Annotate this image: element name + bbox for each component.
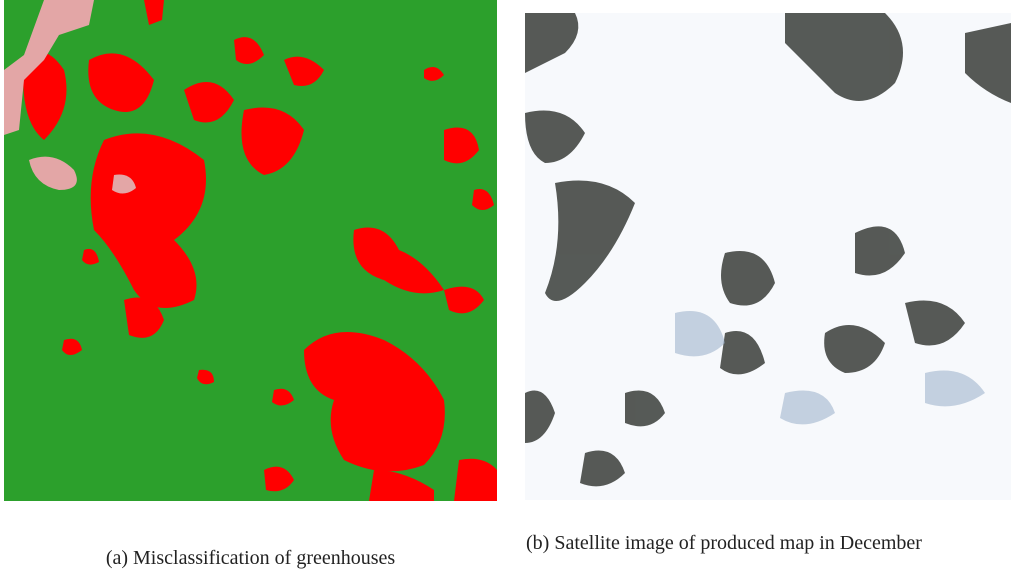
caption-text: Misclassification of greenhouses [133,547,395,569]
caption-label: (b) [526,532,549,554]
caption: (a) Misclassification of greenhouses [4,542,497,574]
caption: (b) Satellite image of produced map in D… [526,527,1011,559]
satellite-image [525,13,1011,500]
classification-map [4,0,497,501]
caption-text: Satellite image of produced map in Decem… [554,532,922,554]
page: (a) Misclassification of greenhouses (b)… [0,0,1011,587]
caption-label: (a) [106,547,128,569]
